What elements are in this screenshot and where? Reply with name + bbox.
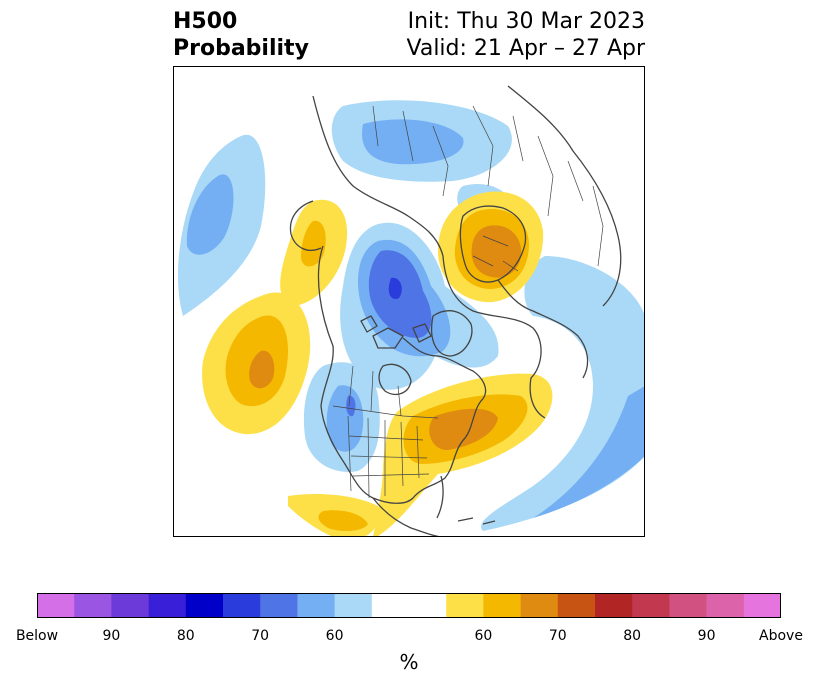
below-spot-western-na	[346, 395, 356, 417]
below-core-siberia	[362, 119, 464, 165]
colorbar-tick-label: 60	[474, 628, 493, 644]
coastline-north-america	[317, 245, 487, 504]
colorbar-segment	[557, 593, 596, 618]
colorbar-tick-label: 70	[251, 628, 270, 644]
colorbar-segment	[260, 593, 298, 618]
colorbar-segment	[446, 593, 484, 618]
colorbar-segment	[297, 593, 335, 618]
coastline-greenland	[431, 310, 473, 357]
colorbar-segment	[334, 593, 373, 618]
above-core-pacific	[249, 350, 275, 389]
colorbar-segment	[669, 593, 707, 618]
unit-label: %	[399, 650, 419, 674]
colorbar-segment	[743, 593, 781, 618]
coastline-europe	[497, 279, 589, 379]
colorbar-segment	[409, 593, 447, 618]
below-core-ne-pacific	[186, 174, 234, 255]
title-variable: H500	[173, 9, 238, 34]
colorbar-tick-label: 90	[697, 628, 716, 644]
coastlines	[289, 85, 622, 537]
us-state-lines	[347, 415, 430, 499]
init-date: Init: Thu 30 Mar 2023	[407, 9, 645, 34]
colorbar-segment	[74, 593, 112, 618]
colorbar-tick-label: 70	[548, 628, 567, 644]
below-core-arctic	[388, 277, 402, 300]
above-core-eastern-us	[429, 408, 498, 451]
canada-province-lines	[348, 365, 402, 417]
colorbar-segment	[111, 593, 149, 618]
colorbar-tick-label: 80	[176, 628, 195, 644]
coastline-florida	[436, 475, 444, 519]
colorbar-segment	[148, 593, 187, 618]
map-frame	[173, 66, 645, 537]
valid-range: Valid: 21 Apr – 27 Apr	[406, 36, 646, 61]
coastline-alaska	[289, 200, 322, 251]
probability-map	[173, 66, 645, 537]
colorbar-segment	[37, 593, 75, 618]
europe-asia-borders	[372, 105, 604, 272]
colorbar-segment	[185, 593, 224, 618]
above-normal-areas	[202, 191, 553, 537]
above-core-subtropical	[318, 510, 368, 532]
colorbar-tick-label: Above	[759, 628, 803, 644]
coastline-hudson-bay	[378, 363, 412, 395]
coastline-caribbean	[457, 517, 496, 525]
border-us-canada	[332, 405, 439, 419]
colorbar-segment	[595, 593, 633, 618]
colorbar-segment	[483, 593, 521, 618]
colorbar-segment	[223, 593, 261, 618]
colorbar-tick-label: 90	[102, 628, 121, 644]
borders	[332, 105, 604, 499]
above-core-scandinavia	[471, 225, 522, 278]
coastline-scandinavia	[459, 205, 527, 283]
colorbar-segment	[371, 593, 410, 618]
colorbar	[37, 593, 781, 618]
chart-title-left: H500 Probability	[173, 8, 309, 62]
colorbar-tick-label: Below	[15, 628, 59, 644]
above-core-gulf-alaska	[301, 220, 326, 267]
below-core-atlantic	[533, 386, 645, 518]
title-probability: Probability	[173, 36, 309, 61]
colorbar-segment	[520, 593, 559, 618]
colorbar-frame	[37, 593, 781, 618]
chart-title-right: Init: Thu 30 Mar 2023 Valid: 21 Apr – 27…	[407, 8, 646, 62]
colorbar-segment	[632, 593, 670, 618]
colorbar-segment	[706, 593, 745, 618]
colorbar-tick-label: 80	[623, 628, 642, 644]
coastline-mexico	[372, 497, 442, 537]
coastline-arctic-islands	[360, 315, 432, 349]
coastline-eurasia	[312, 85, 622, 419]
colorbar-tick-label: 60	[325, 628, 344, 644]
